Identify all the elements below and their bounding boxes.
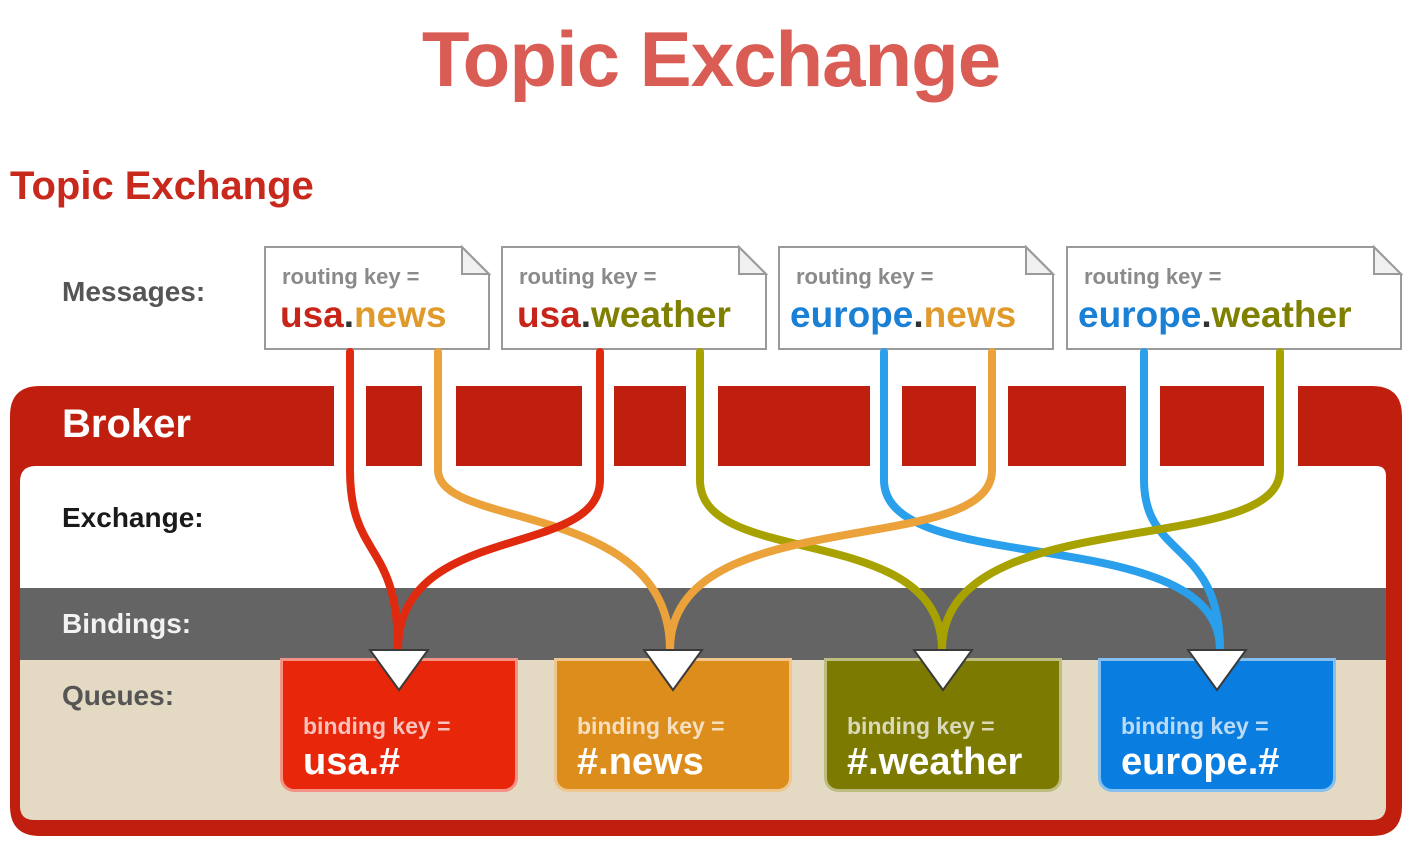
- routing-key-value: europe.weather: [1078, 294, 1351, 336]
- bindings-label: Bindings:: [62, 608, 192, 639]
- queues-label: Queues:: [62, 680, 175, 711]
- routing-key-value: europe.news: [790, 294, 1016, 336]
- message-card: routing key = usa.news: [264, 246, 490, 350]
- routing-key-value: usa.weather: [517, 294, 731, 336]
- queue-weather: binding key = #.weather: [824, 658, 1062, 792]
- routing-key-part2: weather: [591, 294, 731, 335]
- queue-europe: binding key = europe.#: [1098, 658, 1336, 792]
- routing-key-part1: europe: [1078, 294, 1202, 335]
- broker-label: Broker: [62, 402, 191, 446]
- message-card: routing key = usa.weather: [501, 246, 767, 350]
- connector-europe-weather-to-europe: [1140, 348, 1224, 654]
- routing-key-label: routing key =: [519, 264, 657, 289]
- connector-europe-news-to-news: [666, 348, 996, 654]
- binding-key-value: usa.#: [303, 741, 401, 783]
- binding-key-label: binding key =: [577, 713, 725, 739]
- routing-key-value: usa.news: [280, 294, 447, 336]
- binding-key-value: europe.#: [1121, 741, 1280, 783]
- connector-usa-news-to-news: [434, 348, 674, 654]
- routing-key-part1: usa: [280, 294, 344, 335]
- routing-key-part1: usa: [517, 294, 581, 335]
- routing-key-separator: .: [580, 294, 592, 335]
- queue-usa: binding key = usa.#: [280, 658, 518, 792]
- routing-key-part1: europe: [790, 294, 914, 335]
- page-title: Topic Exchange: [421, 15, 1001, 103]
- routing-key-label: routing key =: [282, 264, 420, 289]
- routing-key-separator: .: [1201, 294, 1212, 335]
- routing-key-part2: news: [354, 294, 447, 335]
- routing-key-label: routing key =: [796, 264, 934, 289]
- connector-usa-news-to-usa: [346, 348, 402, 654]
- message-card: routing key = europe.news: [778, 246, 1054, 350]
- exchange-label: Exchange:: [62, 502, 204, 533]
- binding-key-label: binding key =: [303, 713, 451, 739]
- binding-key-label: binding key =: [847, 713, 995, 739]
- binding-key-value: #.news: [577, 741, 704, 783]
- connector-usa-weather-to-usa: [394, 348, 604, 654]
- bindings-band: [20, 588, 1386, 660]
- messages-label: Messages:: [62, 276, 206, 307]
- routing-key-separator: .: [343, 294, 355, 335]
- exchange-area: [20, 466, 1386, 588]
- routing-key-part2: news: [923, 294, 1017, 335]
- diagram-title: Topic Exchange: [10, 164, 314, 208]
- queue-news: binding key = #.news: [554, 658, 792, 792]
- routing-key-separator: .: [913, 294, 924, 335]
- binding-key-value: #.weather: [847, 741, 1023, 783]
- routing-key-label: routing key =: [1084, 264, 1222, 289]
- binding-key-label: binding key =: [1121, 713, 1269, 739]
- connector-europe-weather-to-weather: [938, 348, 1284, 654]
- routing-key-part2: weather: [1211, 294, 1352, 335]
- message-card: routing key = europe.weather: [1066, 246, 1402, 350]
- connector-usa-weather-to-weather: [696, 348, 946, 654]
